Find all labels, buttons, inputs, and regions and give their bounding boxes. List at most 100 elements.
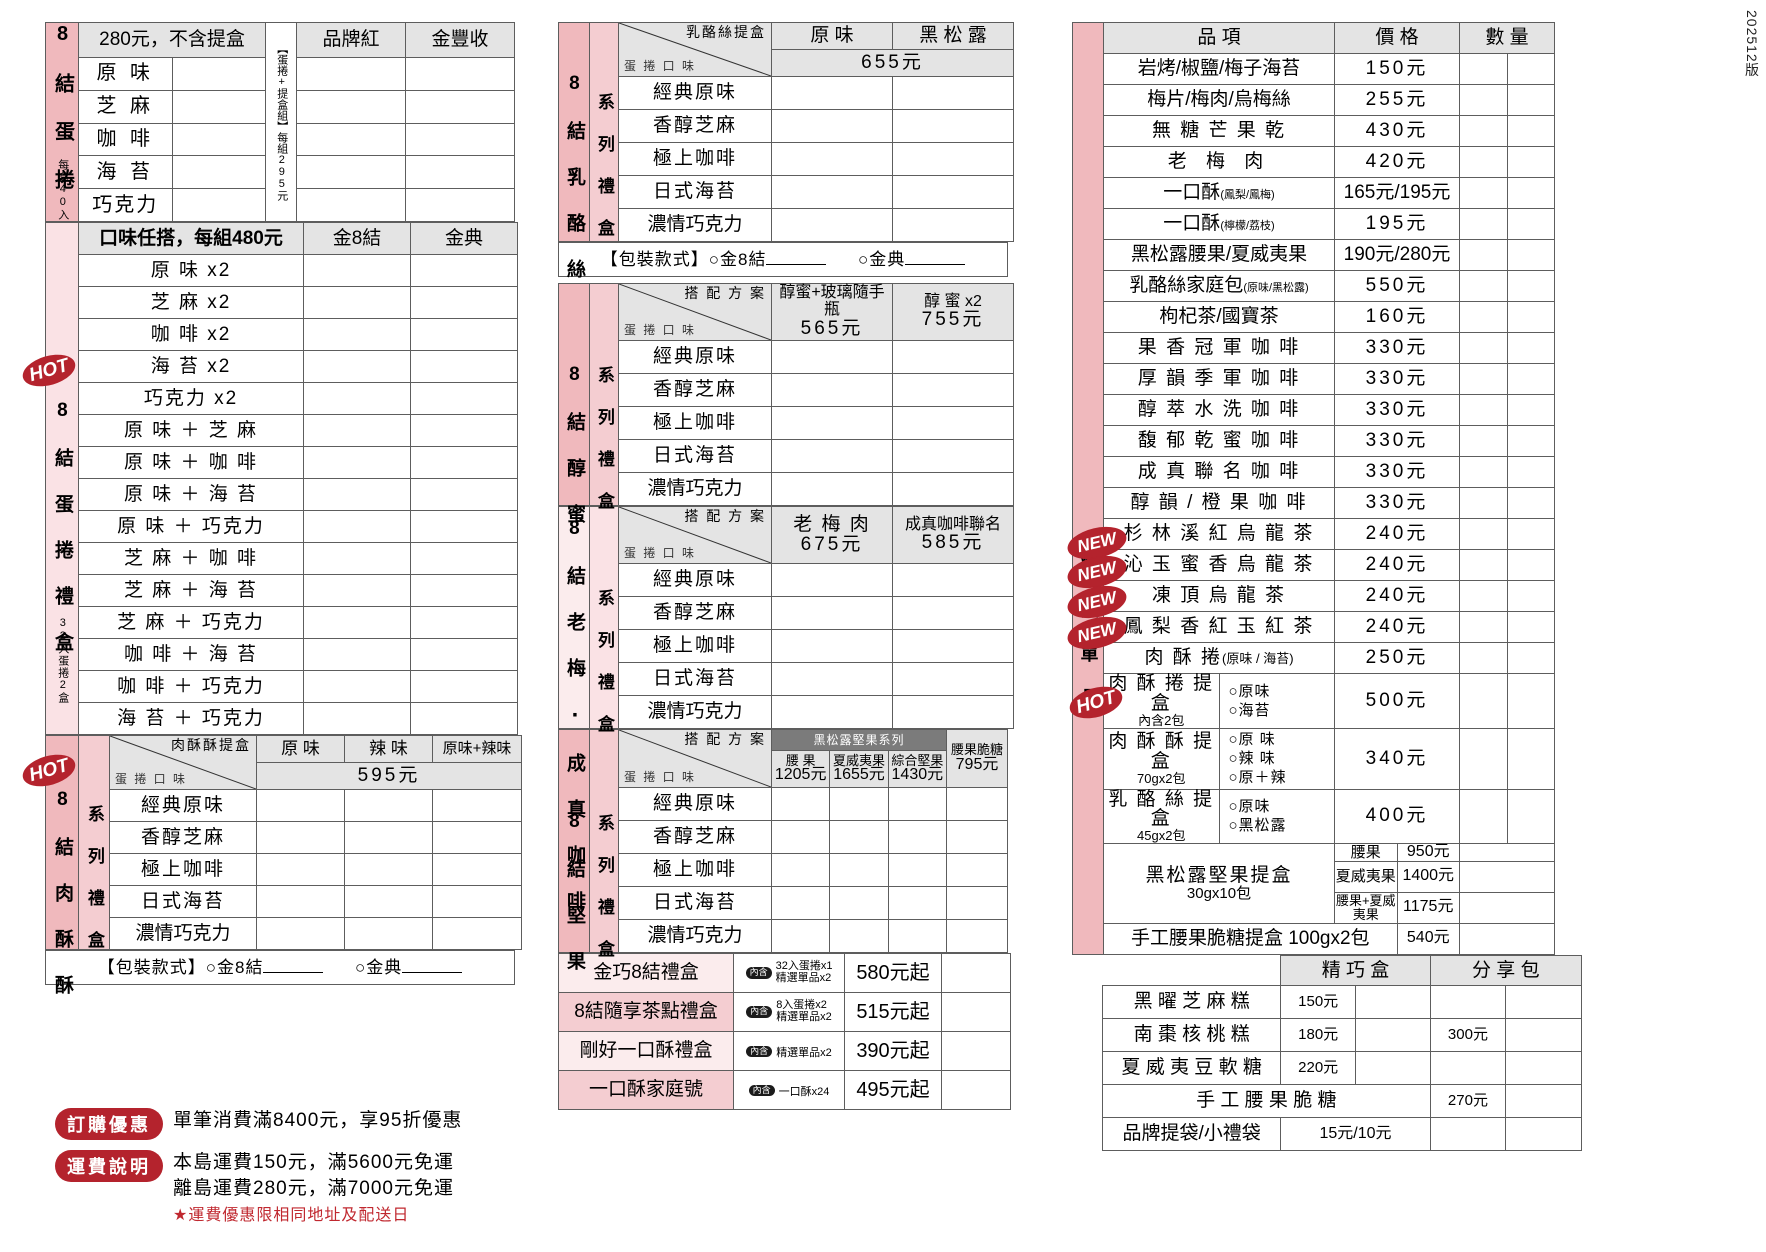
packaging-options[interactable]: 【包裝款式】○金8結 ○金典 bbox=[45, 950, 515, 985]
packaging-options[interactable]: 【包裝款式】○金8結 ○金典 bbox=[558, 242, 1008, 277]
option-original[interactable]: ○原味 bbox=[1228, 798, 1271, 816]
qty-cell[interactable] bbox=[1459, 611, 1508, 643]
qty-cell[interactable] bbox=[892, 76, 1014, 110]
qty-cell[interactable] bbox=[256, 789, 345, 822]
qty-cell[interactable] bbox=[1459, 727, 1508, 790]
qty-cell[interactable] bbox=[771, 208, 893, 242]
qty-cell[interactable] bbox=[1459, 891, 1555, 924]
qty-cell[interactable] bbox=[405, 56, 515, 91]
qty-cell[interactable] bbox=[1506, 115, 1555, 147]
qty-cell[interactable] bbox=[829, 853, 889, 887]
qty-cell[interactable] bbox=[303, 670, 411, 703]
qty-cell[interactable] bbox=[410, 382, 518, 415]
qty-cell[interactable] bbox=[171, 188, 266, 222]
option-seaweed[interactable]: ○海苔 bbox=[1228, 701, 1271, 719]
qty-cell[interactable] bbox=[1459, 177, 1508, 209]
qty-cell[interactable] bbox=[171, 56, 266, 91]
qty-cell[interactable] bbox=[887, 853, 948, 887]
qty-cell[interactable] bbox=[1429, 1117, 1507, 1152]
qty-cell[interactable] bbox=[892, 406, 1014, 440]
qty-cell[interactable] bbox=[1506, 53, 1555, 85]
qty-cell[interactable] bbox=[941, 953, 1011, 993]
qty-cell[interactable] bbox=[887, 886, 948, 920]
qty-cell[interactable] bbox=[829, 919, 889, 953]
qty-cell[interactable] bbox=[344, 821, 433, 854]
qty-cell[interactable] bbox=[1459, 363, 1508, 395]
qty-cell[interactable] bbox=[771, 439, 893, 473]
qty-cell[interactable] bbox=[892, 662, 1014, 696]
qty-cell[interactable] bbox=[1506, 270, 1555, 302]
qty-cell[interactable] bbox=[410, 414, 518, 447]
qty-cell[interactable] bbox=[410, 254, 518, 287]
qty-cell[interactable] bbox=[771, 373, 893, 407]
qty-cell[interactable] bbox=[1459, 394, 1508, 426]
qty-cell[interactable] bbox=[1459, 788, 1508, 845]
qty-cell[interactable] bbox=[256, 885, 345, 918]
qty-cell[interactable] bbox=[1459, 673, 1508, 729]
qty-cell[interactable] bbox=[1506, 487, 1555, 519]
qty-cell[interactable] bbox=[1354, 1018, 1431, 1053]
qty-cell[interactable] bbox=[1459, 208, 1508, 240]
qty-cell[interactable] bbox=[432, 821, 522, 854]
qty-cell[interactable] bbox=[892, 109, 1014, 143]
qty-cell[interactable] bbox=[1459, 270, 1508, 302]
qty-cell[interactable] bbox=[410, 638, 518, 671]
item-options[interactable]: ○原味 ○黑松露 bbox=[1218, 788, 1335, 845]
qty-cell[interactable] bbox=[296, 89, 406, 124]
qty-cell[interactable] bbox=[771, 472, 893, 506]
qty-cell[interactable] bbox=[771, 340, 893, 374]
item-options[interactable]: ○原味 ○海苔 bbox=[1218, 673, 1335, 729]
qty-cell[interactable] bbox=[256, 821, 345, 854]
qty-cell[interactable] bbox=[410, 510, 518, 543]
qty-cell[interactable] bbox=[892, 695, 1014, 729]
qty-cell[interactable] bbox=[946, 919, 1008, 953]
qty-cell[interactable] bbox=[771, 596, 893, 630]
qty-cell[interactable] bbox=[1506, 301, 1555, 333]
qty-cell[interactable] bbox=[771, 109, 893, 143]
qty-cell[interactable] bbox=[1506, 611, 1555, 643]
qty-cell[interactable] bbox=[432, 885, 522, 918]
qty-cell[interactable] bbox=[1506, 788, 1555, 845]
qty-cell[interactable] bbox=[303, 606, 411, 639]
qty-cell[interactable] bbox=[303, 318, 411, 351]
qty-cell[interactable] bbox=[303, 414, 411, 447]
qty-cell[interactable] bbox=[1459, 115, 1508, 147]
qty-cell[interactable] bbox=[771, 76, 893, 110]
option-original[interactable]: ○原味 bbox=[1228, 682, 1271, 700]
qty-cell[interactable] bbox=[771, 406, 893, 440]
qty-cell[interactable] bbox=[892, 373, 1014, 407]
qty-cell[interactable] bbox=[1354, 985, 1431, 1020]
qty-cell[interactable] bbox=[941, 1031, 1011, 1071]
qty-cell[interactable] bbox=[1506, 425, 1555, 457]
qty-cell[interactable] bbox=[771, 563, 893, 597]
qty-cell[interactable] bbox=[1506, 727, 1555, 790]
qty-cell[interactable] bbox=[405, 89, 515, 124]
qty-cell[interactable] bbox=[171, 89, 266, 124]
option-spicy[interactable]: ○辣 味 bbox=[1228, 749, 1276, 767]
qty-cell[interactable] bbox=[296, 122, 406, 157]
option-truffle[interactable]: ○黑松露 bbox=[1228, 817, 1287, 835]
qty-cell[interactable] bbox=[1506, 549, 1555, 581]
qty-cell[interactable] bbox=[1459, 456, 1508, 488]
qty-cell[interactable] bbox=[1459, 239, 1508, 271]
qty-cell[interactable] bbox=[303, 254, 411, 287]
qty-cell[interactable] bbox=[344, 853, 433, 886]
qty-cell[interactable] bbox=[256, 917, 345, 950]
qty-cell[interactable] bbox=[303, 350, 411, 383]
qty-cell[interactable] bbox=[771, 629, 893, 663]
qty-cell[interactable] bbox=[892, 563, 1014, 597]
qty-cell[interactable] bbox=[405, 188, 515, 222]
qty-cell[interactable] bbox=[1506, 84, 1555, 116]
qty-cell[interactable] bbox=[1459, 580, 1508, 612]
qty-cell[interactable] bbox=[946, 820, 1008, 854]
qty-cell[interactable] bbox=[1459, 922, 1555, 955]
qty-cell[interactable] bbox=[410, 446, 518, 479]
qty-cell[interactable] bbox=[1506, 673, 1555, 729]
qty-cell[interactable] bbox=[1459, 518, 1508, 550]
qty-cell[interactable] bbox=[1505, 1051, 1582, 1086]
qty-cell[interactable] bbox=[1505, 1084, 1582, 1119]
qty-cell[interactable] bbox=[432, 789, 522, 822]
qty-cell[interactable] bbox=[892, 629, 1014, 663]
packaging-opt-classic[interactable]: ○金典 bbox=[857, 249, 906, 269]
item-options[interactable]: ○原 味 ○辣 味 ○原＋辣 bbox=[1218, 727, 1335, 790]
